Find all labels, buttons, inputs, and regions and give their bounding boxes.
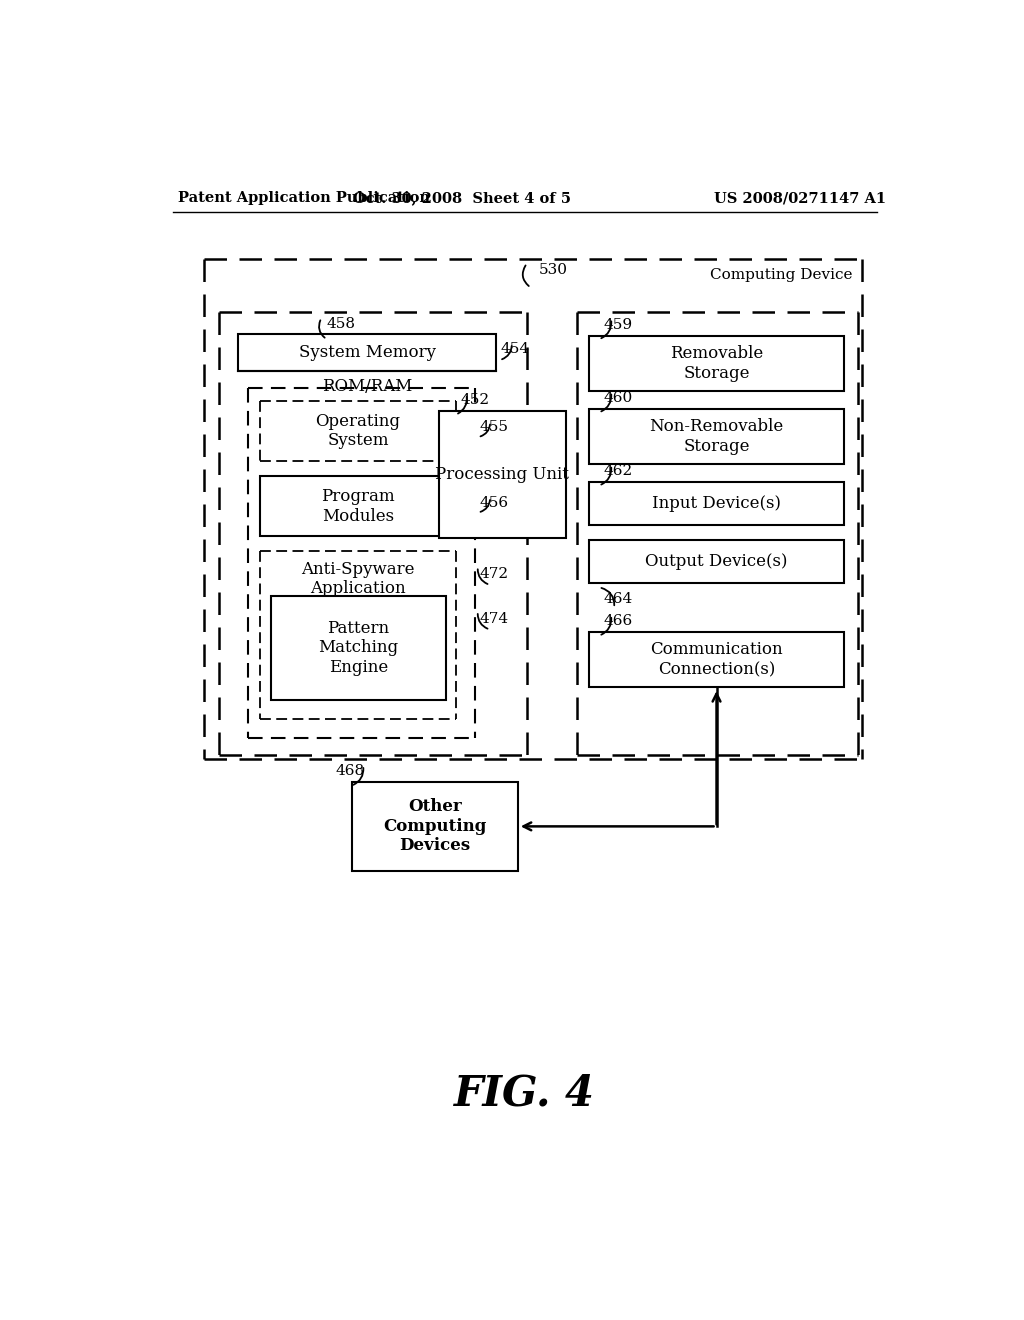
- Text: Oct. 30, 2008  Sheet 4 of 5: Oct. 30, 2008 Sheet 4 of 5: [352, 191, 570, 206]
- Text: ROM/RAM: ROM/RAM: [323, 378, 413, 395]
- Bar: [438, 411, 565, 539]
- Text: 466: 466: [603, 614, 633, 628]
- Text: 456: 456: [479, 495, 509, 510]
- Bar: [590, 482, 844, 525]
- Bar: [270, 595, 446, 700]
- Bar: [590, 409, 844, 465]
- Text: Processing Unit: Processing Unit: [435, 466, 569, 483]
- Text: Operating
System: Operating System: [315, 413, 400, 449]
- Text: Patent Application Publication: Patent Application Publication: [178, 191, 430, 206]
- Text: 458: 458: [327, 317, 356, 331]
- Text: 464: 464: [603, 591, 633, 606]
- Bar: [590, 632, 844, 688]
- Bar: [590, 335, 844, 391]
- Text: 454: 454: [501, 342, 530, 355]
- Bar: [352, 781, 518, 871]
- Text: FIG. 4: FIG. 4: [455, 1073, 595, 1115]
- Text: Non-Removable
Storage: Non-Removable Storage: [649, 418, 783, 454]
- Text: 452: 452: [460, 393, 489, 407]
- Text: Removable
Storage: Removable Storage: [670, 345, 763, 381]
- Text: Program
Modules: Program Modules: [322, 488, 395, 525]
- Text: 462: 462: [603, 465, 633, 478]
- Text: 460: 460: [603, 391, 633, 405]
- Bar: [239, 334, 497, 371]
- Text: Other
Computing
Devices: Other Computing Devices: [383, 799, 486, 854]
- Text: 459: 459: [603, 318, 633, 331]
- Text: Input Device(s): Input Device(s): [652, 495, 781, 512]
- Bar: [260, 477, 457, 536]
- Text: 474: 474: [479, 612, 509, 626]
- Text: US 2008/0271147 A1: US 2008/0271147 A1: [715, 191, 887, 206]
- Bar: [590, 540, 844, 583]
- Text: Pattern
Matching
Engine: Pattern Matching Engine: [318, 619, 398, 676]
- Text: Computing Device: Computing Device: [711, 268, 853, 282]
- Text: System Memory: System Memory: [299, 345, 436, 360]
- Text: 468: 468: [336, 764, 365, 779]
- Text: 530: 530: [539, 263, 567, 277]
- Text: 472: 472: [479, 568, 509, 581]
- Text: Output Device(s): Output Device(s): [645, 553, 787, 570]
- Text: 455: 455: [479, 420, 508, 434]
- Text: Anti-Spyware
Application: Anti-Spyware Application: [301, 561, 415, 597]
- Text: Communication
Connection(s): Communication Connection(s): [650, 642, 782, 678]
